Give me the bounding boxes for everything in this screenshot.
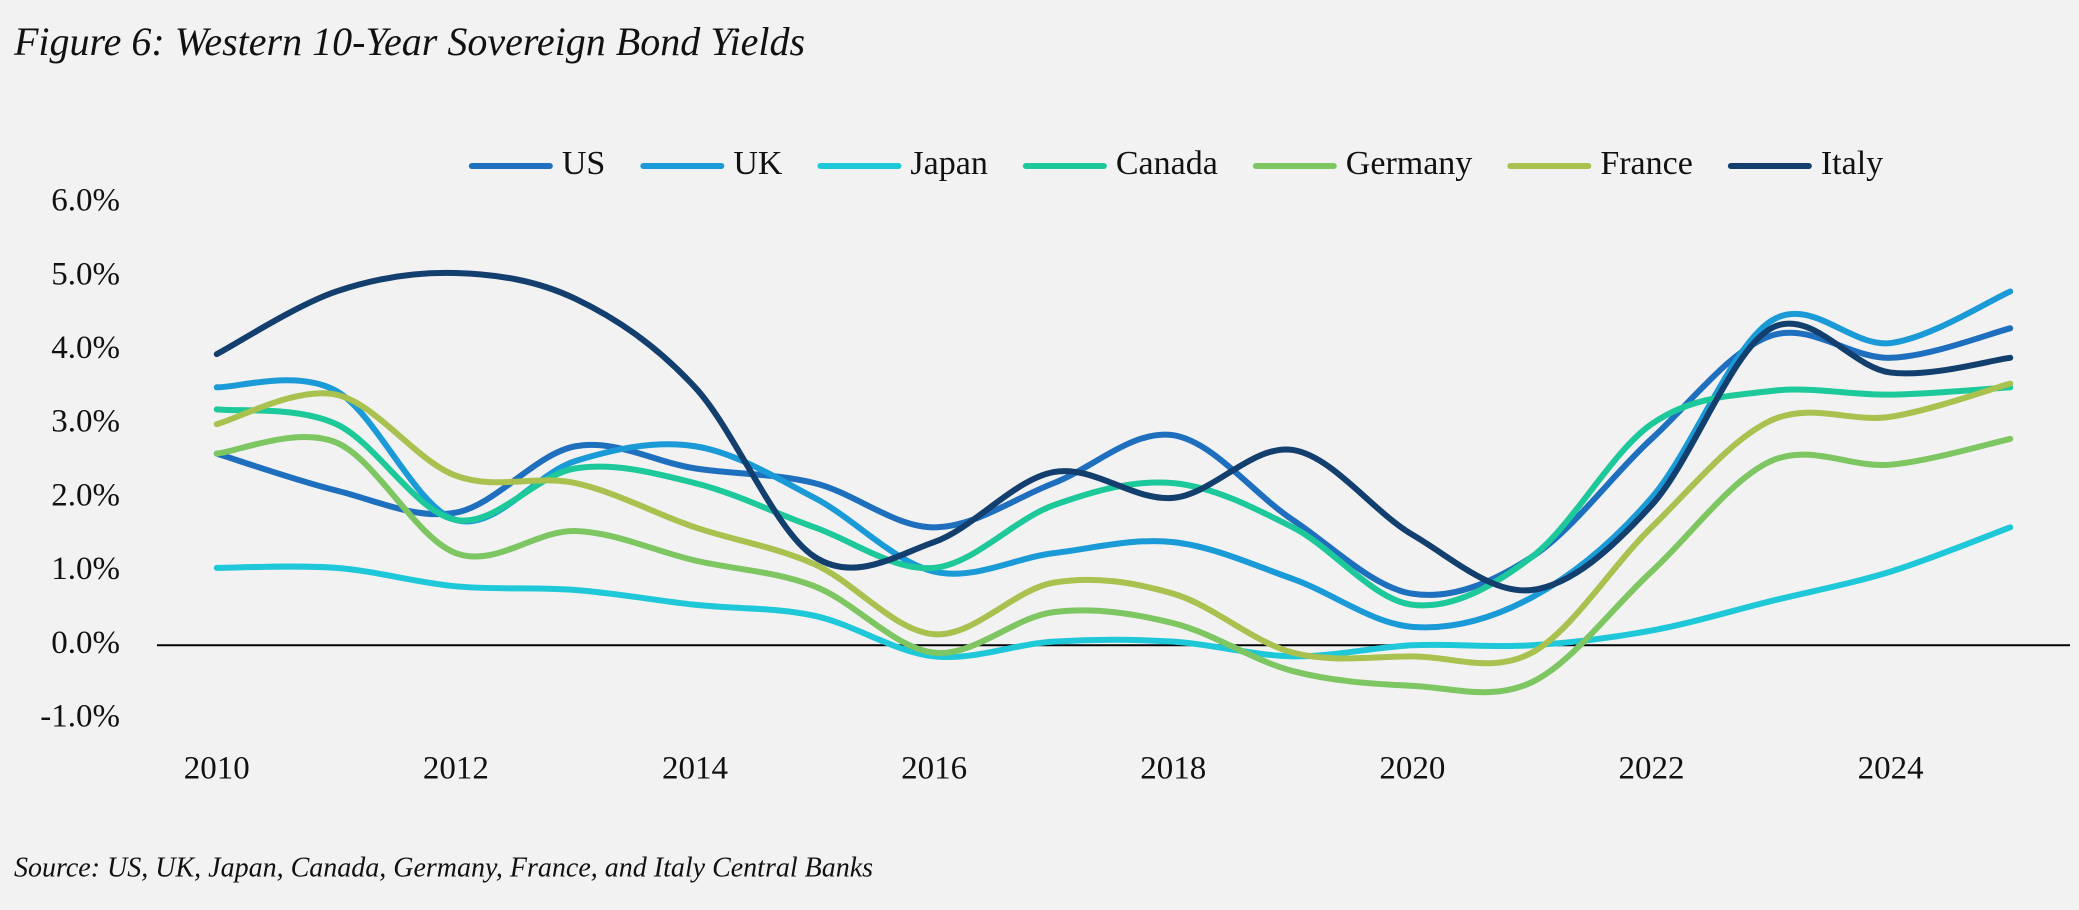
- y-tick-label: -1.0%: [40, 699, 120, 735]
- y-tick-label: 1.0%: [51, 551, 120, 587]
- series-line: [213, 524, 2014, 661]
- legend-label: Italy: [1821, 145, 1883, 182]
- series-line: [213, 288, 2014, 631]
- legend-label: Japan: [910, 145, 987, 182]
- y-tick-label: 5.0%: [51, 256, 120, 292]
- y-tick-label: 0.0%: [51, 625, 120, 661]
- x-tick-label: 2020: [1379, 751, 1445, 787]
- series-line: [213, 434, 2014, 696]
- series-line: [213, 384, 2014, 609]
- source-note: Source: US, UK, Japan, Canada, Germany, …: [14, 852, 873, 883]
- series-line: [213, 269, 2014, 594]
- x-tick-label: 2018: [1140, 751, 1206, 787]
- y-tick-label: 3.0%: [51, 404, 120, 440]
- chart-title: Figure 6: Western 10-Year Sovereign Bond…: [13, 19, 805, 64]
- series-line: [213, 325, 2014, 598]
- y-tick-label: 4.0%: [51, 330, 120, 366]
- y-tick-label: 2.0%: [51, 477, 120, 513]
- x-tick-label: 2012: [423, 751, 489, 787]
- x-tick-label: 2010: [184, 751, 250, 787]
- legend-label: Germany: [1346, 145, 1473, 182]
- x-tick-label: 2024: [1858, 751, 1924, 787]
- legend-label: UK: [733, 145, 783, 182]
- legend-label: US: [562, 145, 605, 182]
- x-tick-label: 2022: [1619, 751, 1685, 787]
- y-tick-label: 6.0%: [51, 183, 120, 219]
- x-tick-label: 2016: [901, 751, 967, 787]
- series-line: [213, 380, 2014, 667]
- legend-label: France: [1600, 145, 1693, 182]
- legend-label: Canada: [1116, 145, 1218, 182]
- x-tick-label: 2014: [662, 751, 728, 787]
